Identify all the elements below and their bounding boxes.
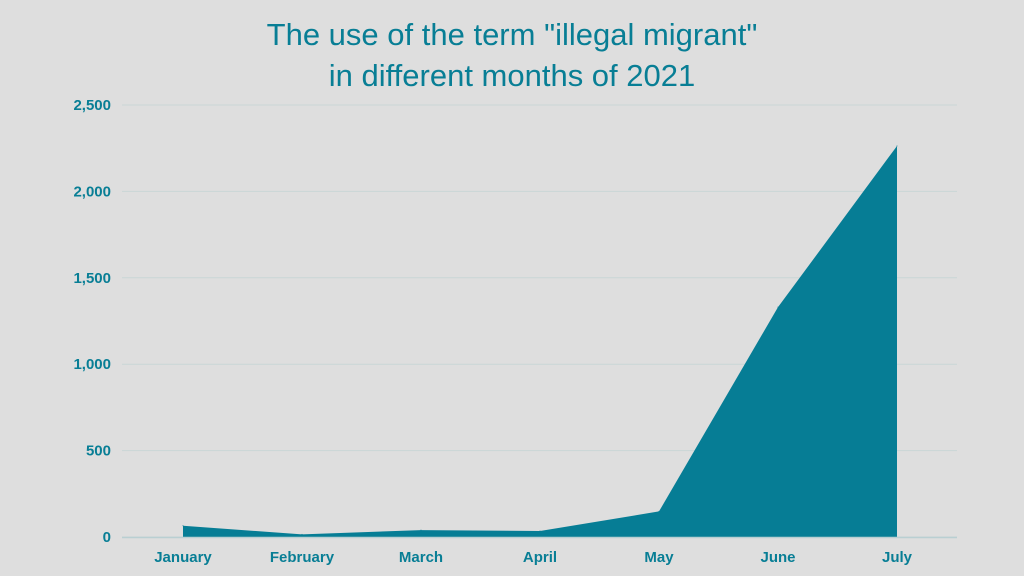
y-tick-label: 2,000 xyxy=(73,183,111,200)
data-point-july xyxy=(896,145,898,147)
y-tick-label: 1,500 xyxy=(73,270,111,287)
data-point-february xyxy=(301,533,303,535)
area-series xyxy=(183,145,897,537)
data-point-june xyxy=(777,306,779,308)
chart-title-line1: The use of the term "illegal migrant" xyxy=(266,17,758,52)
x-tick-label: June xyxy=(760,549,795,566)
y-tick-label: 0 xyxy=(103,529,111,546)
chart-title-line2: in different months of 2021 xyxy=(328,58,696,93)
data-point-january xyxy=(182,525,184,527)
x-tick-label: April xyxy=(523,549,557,566)
x-tick-label: March xyxy=(399,549,443,566)
data-point-may xyxy=(658,510,660,512)
y-tick-label: 500 xyxy=(86,443,111,460)
data-point-march xyxy=(420,529,422,531)
chart-title: The use of the term "illegal migrant" in… xyxy=(0,14,1024,96)
y-tick-label: 2,500 xyxy=(73,97,111,114)
x-tick-label: February xyxy=(270,549,335,566)
x-tick-label: January xyxy=(154,549,212,566)
x-tick-label: May xyxy=(644,549,674,566)
y-tick-label: 1,000 xyxy=(73,356,111,373)
x-tick-label: July xyxy=(882,549,913,566)
data-point-april xyxy=(539,530,541,532)
